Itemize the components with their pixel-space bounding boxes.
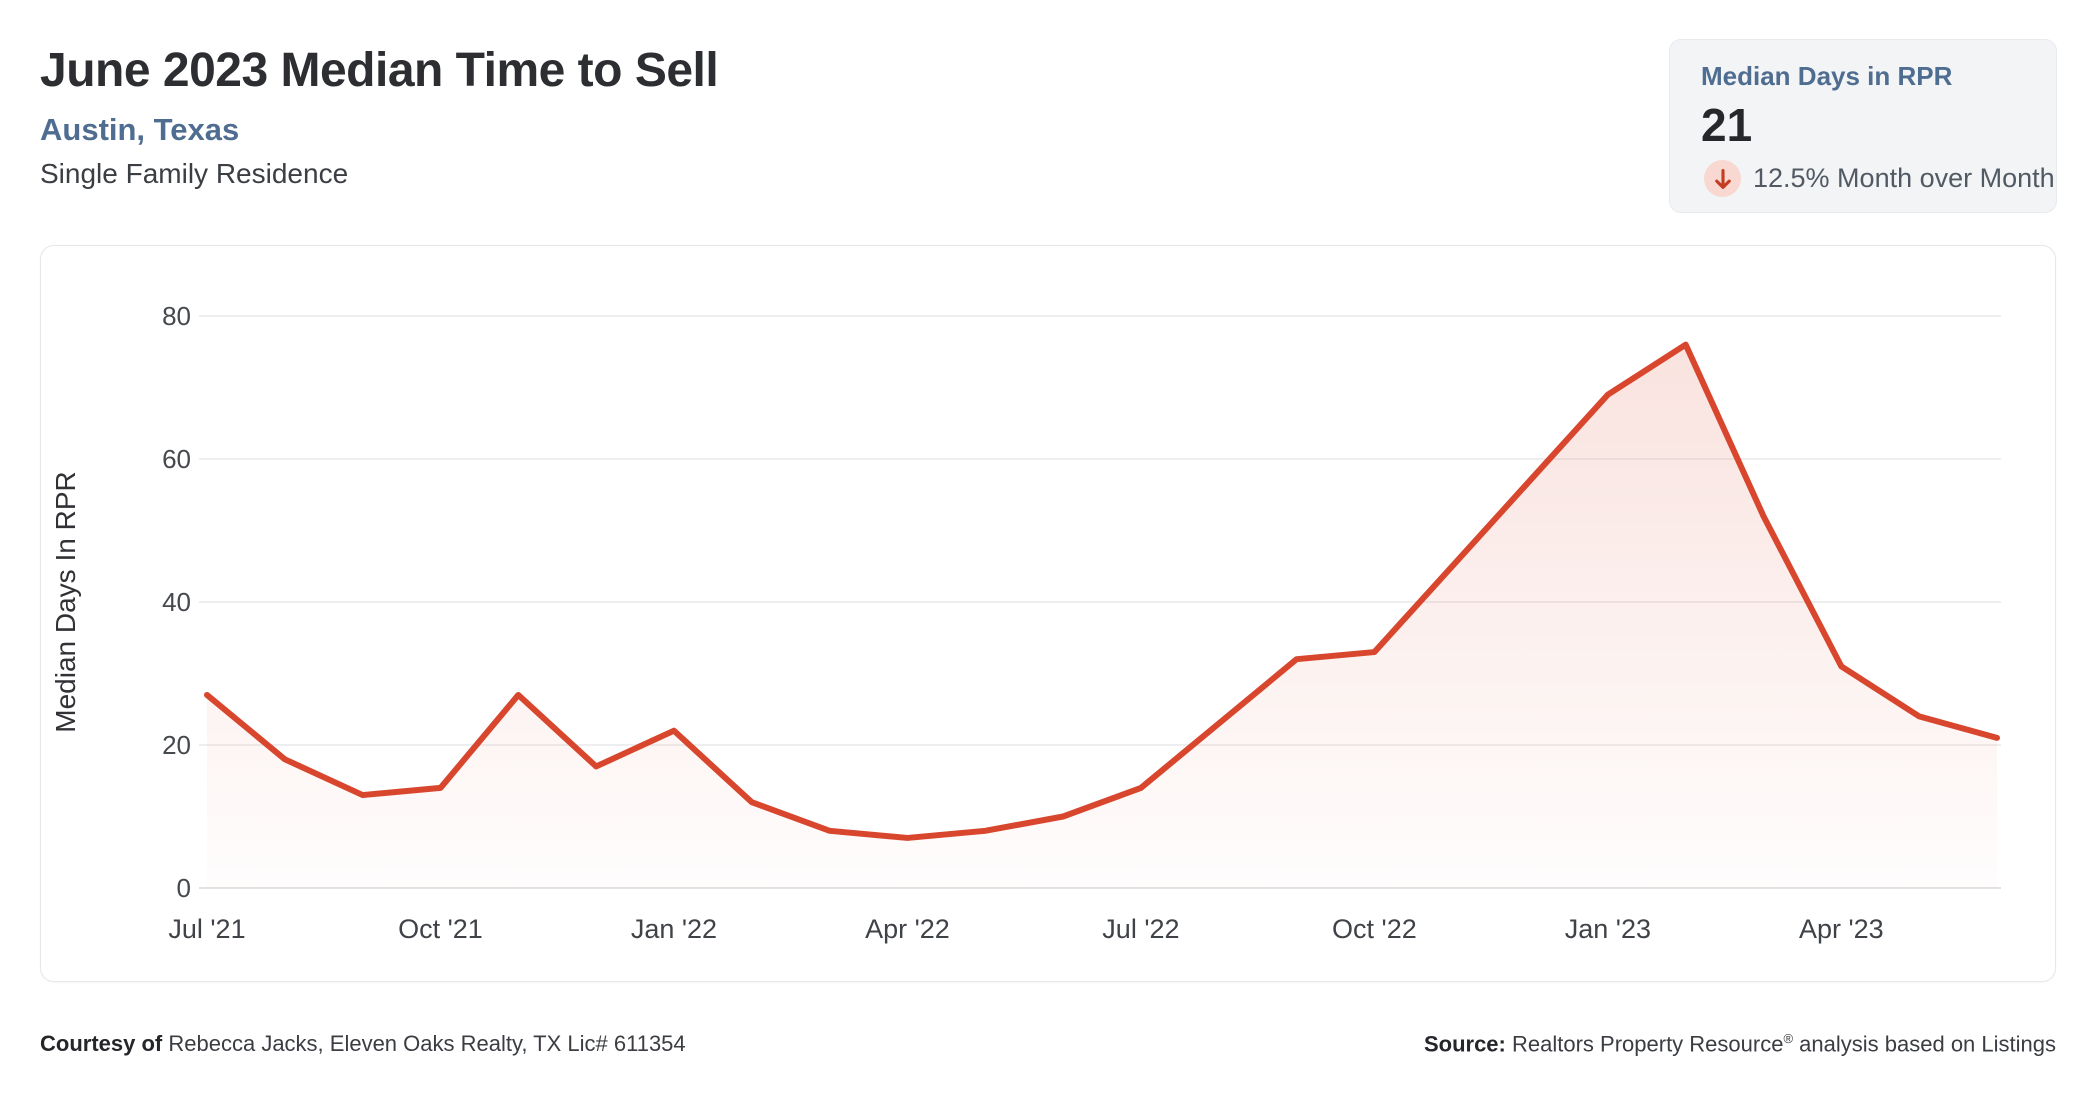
down-arrow-glyph [1714,168,1731,189]
x-tick-label-6: Jan '22 [631,914,717,944]
down-arrow-icon [1704,160,1741,197]
x-tick-label-3: Oct '21 [398,914,483,944]
stat-card-label: Median Days in RPR [1701,61,1953,91]
source-name: Realtors Property Resource [1512,1031,1784,1057]
location-subtitle: Austin, Texas [40,112,240,147]
y-axis-title: Median Days In RPR [50,471,81,732]
x-tick-label-18: Jan '23 [1565,914,1651,944]
x-tick-label-12: Jul '22 [1102,914,1179,944]
registered-trademark-symbol: ® [1783,1031,1794,1046]
x-tick-label-21: Apr '23 [1799,914,1884,944]
courtesy-text: Rebecca Jacks, Eleven Oaks Realty, TX Li… [168,1031,686,1056]
chart-card: 0 20 40 60 80 Jul '21 Oct '21 Jan '22 Apr '22 Jul… [40,245,2056,982]
y-tick-label-60: 60 [162,444,191,474]
y-tick-label-40: 40 [162,587,191,617]
y-tick-label-0: 0 [177,873,191,903]
series-area-fill [207,344,1997,889]
source-label: Source: [1423,1031,1506,1057]
y-axis-tick-labels: 0 20 40 60 80 [162,301,191,903]
x-tick-label-15: Oct '22 [1332,914,1417,944]
courtesy-note: Courtesy of Rebecca Jacks, Eleven Oaks R… [40,1031,686,1057]
source-note: Source: Realtors Property Resource® anal… [1424,1031,2056,1057]
x-axis-tick-labels: Jul '21 Oct '21 Jan '22 Apr '22 Jul '22 Oct '… [168,914,1883,944]
series-line [204,341,2000,841]
y-tick-label-80: 80 [162,301,191,331]
stat-card: Median Days in RPR 21 12.5% Month over M… [1669,39,2057,213]
x-tick-label-0: Jul '21 [168,914,245,944]
stat-card-value: 21 [1701,99,1753,151]
source-rest: analysis based on Listings [1799,1031,2056,1057]
property-type: Single Family Residence [40,158,349,189]
month-over-month-text: 12.5% Month over Month [1753,163,2055,193]
y-tick-label-20: 20 [162,730,191,760]
page-title: June 2023 Median Time to Sell [40,44,719,97]
x-tick-label-9: Apr '22 [865,914,950,944]
stat-change-row: 12.5% Month over Month [1704,160,2055,197]
courtesy-label: Courtesy of [40,1031,163,1056]
